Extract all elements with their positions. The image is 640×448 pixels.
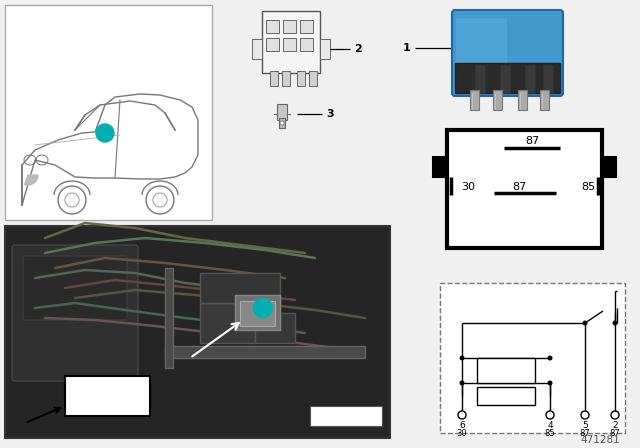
- Text: 87: 87: [513, 182, 527, 192]
- Bar: [266, 20, 279, 33]
- Text: 87: 87: [610, 428, 620, 438]
- Bar: [475, 65, 485, 93]
- Bar: [5, 226, 390, 438]
- Bar: [283, 38, 296, 51]
- Text: 471281: 471281: [580, 435, 620, 445]
- Bar: [310, 406, 382, 426]
- Bar: [493, 90, 502, 110]
- Bar: [255, 313, 295, 343]
- Bar: [165, 268, 173, 368]
- Bar: [525, 65, 535, 93]
- Text: 2: 2: [354, 44, 362, 54]
- Text: 87: 87: [580, 428, 590, 438]
- Bar: [165, 346, 365, 358]
- Circle shape: [280, 121, 284, 125]
- Bar: [518, 90, 527, 110]
- Bar: [477, 358, 535, 383]
- Wedge shape: [24, 175, 38, 185]
- Text: 85: 85: [545, 428, 556, 438]
- Circle shape: [581, 411, 589, 419]
- Text: 6: 6: [459, 421, 465, 430]
- Circle shape: [611, 411, 619, 419]
- FancyBboxPatch shape: [452, 10, 563, 96]
- Bar: [447, 130, 602, 248]
- Circle shape: [458, 411, 466, 419]
- Bar: [200, 303, 255, 343]
- Bar: [300, 20, 313, 33]
- Text: 062047: 062047: [328, 411, 365, 421]
- Bar: [470, 90, 479, 110]
- Bar: [283, 20, 296, 33]
- Bar: [500, 65, 510, 93]
- Text: 85: 85: [581, 182, 595, 192]
- Text: 87: 87: [525, 136, 540, 146]
- Circle shape: [253, 298, 273, 318]
- Circle shape: [460, 380, 465, 385]
- Circle shape: [546, 411, 554, 419]
- Bar: [270, 71, 278, 86]
- Bar: [200, 273, 280, 303]
- Bar: [309, 71, 317, 86]
- Bar: [262, 11, 320, 73]
- Text: 1: 1: [259, 303, 267, 313]
- Bar: [433, 157, 447, 177]
- Bar: [252, 39, 262, 59]
- Bar: [277, 104, 287, 120]
- Text: 30: 30: [457, 428, 467, 438]
- FancyBboxPatch shape: [23, 256, 127, 320]
- Text: 1: 1: [403, 43, 410, 53]
- Bar: [297, 71, 305, 86]
- Text: 2: 2: [612, 421, 618, 430]
- Bar: [240, 301, 275, 326]
- Text: 5: 5: [582, 421, 588, 430]
- FancyBboxPatch shape: [12, 245, 138, 381]
- Text: 1: 1: [102, 128, 108, 138]
- Bar: [540, 90, 549, 110]
- Circle shape: [96, 124, 114, 142]
- Bar: [65, 376, 150, 416]
- Text: K6300: K6300: [86, 389, 128, 402]
- Bar: [279, 118, 285, 128]
- Text: 3: 3: [326, 109, 333, 119]
- Bar: [266, 38, 279, 51]
- Bar: [455, 63, 560, 93]
- Bar: [602, 157, 616, 177]
- Bar: [320, 39, 330, 59]
- Circle shape: [582, 320, 588, 326]
- Bar: [6, 227, 389, 437]
- Bar: [440, 283, 625, 433]
- FancyBboxPatch shape: [456, 18, 507, 92]
- Circle shape: [612, 320, 618, 326]
- Text: X6300: X6300: [86, 405, 128, 418]
- Bar: [282, 71, 290, 86]
- Text: 30: 30: [461, 182, 475, 192]
- Circle shape: [460, 356, 465, 361]
- Bar: [543, 65, 553, 93]
- Circle shape: [547, 356, 552, 361]
- Text: 4: 4: [547, 421, 553, 430]
- Bar: [5, 5, 212, 220]
- Circle shape: [547, 380, 552, 385]
- Bar: [477, 387, 535, 405]
- Bar: [235, 295, 280, 330]
- Bar: [300, 38, 313, 51]
